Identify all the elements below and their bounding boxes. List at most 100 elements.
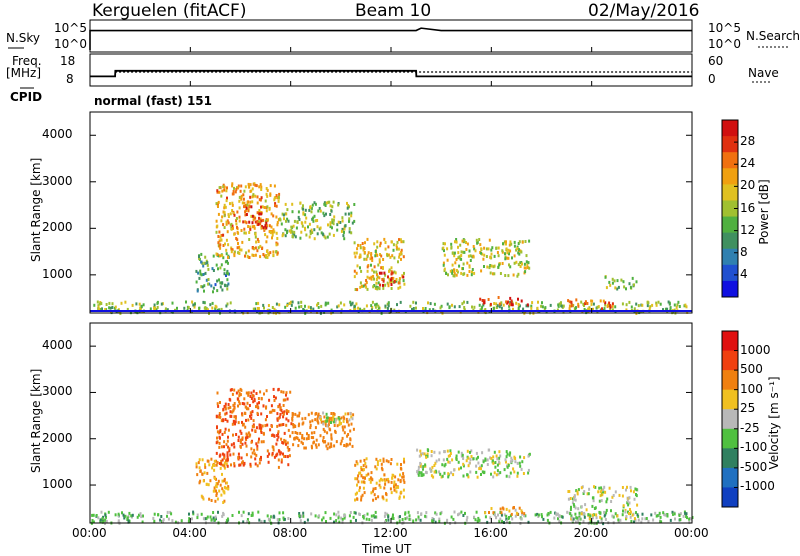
- velocity-cell-8: [630, 489, 632, 493]
- power-cell-6: [382, 283, 384, 287]
- velocity-cell-6: [488, 448, 491, 452]
- velocity-cell-1: [222, 501, 225, 504]
- power-cell-0: [409, 304, 412, 308]
- velocity-cell-6: [492, 455, 495, 459]
- velocity-cell-6: [484, 457, 487, 461]
- velocity-cell-8: [575, 516, 578, 520]
- velocity-cell-3: [322, 436, 325, 439]
- velocity-cell-6: [446, 457, 449, 461]
- power-cell-0: [508, 304, 511, 308]
- velocity-cell-5: [369, 480, 372, 484]
- power-cell-4: [308, 235, 311, 239]
- velocity-cell-5: [372, 498, 375, 502]
- power-cell-5: [376, 253, 379, 257]
- power-cell-6: [390, 276, 393, 280]
- velocity-cell-2: [286, 445, 289, 449]
- velocity-cell-2: [228, 449, 231, 453]
- velocity-cell-3: [304, 446, 307, 450]
- velocity-cell-0: [310, 512, 313, 516]
- velocity-cell-2: [250, 397, 253, 400]
- power-cell-5: [357, 243, 359, 247]
- velocity-cell-5: [364, 462, 367, 465]
- velocity-cell-2: [219, 415, 222, 419]
- power-cell-2: [220, 219, 223, 223]
- velocity-cell-6: [453, 468, 456, 472]
- power-cell-4: [299, 201, 302, 205]
- velocity-cell-8: [570, 505, 572, 509]
- power-cell-2: [218, 186, 221, 190]
- velocity-cell-8: [626, 499, 629, 503]
- power-cell-1: [202, 264, 205, 268]
- power-cell-7: [513, 254, 516, 258]
- power-cell-0: [193, 305, 196, 309]
- power-colorbar-swatch: [722, 232, 738, 250]
- velocity-cell-0: [629, 515, 632, 519]
- velocity-cell-1: [217, 479, 220, 483]
- velocity-cell-0: [679, 518, 682, 522]
- power-cell-2: [217, 205, 219, 208]
- power-colorbar-swatch: [722, 200, 738, 218]
- power-colorbar-tick-label: 16: [740, 200, 756, 215]
- velocity-cell-6: [422, 467, 424, 471]
- velocity-cell-0: [478, 518, 481, 522]
- velocity-cell-5: [397, 485, 400, 489]
- power-cell-1: [217, 254, 220, 258]
- velocity-cell-2: [281, 411, 284, 415]
- velocity-cell-2: [252, 419, 255, 423]
- power-cell-5: [383, 237, 386, 241]
- velocity-cell-6: [417, 465, 420, 469]
- velocity-cell-7: [501, 506, 504, 510]
- power-cell-5: [365, 281, 368, 285]
- velocity-cell-3: [294, 425, 297, 428]
- power-cell-2: [230, 227, 233, 231]
- velocity-cell-2: [283, 410, 286, 414]
- velocity-cell-0: [107, 510, 110, 514]
- velocity-cell-0: [300, 514, 303, 518]
- velocity-cell-2: [245, 444, 248, 448]
- power-cell-6: [383, 271, 386, 275]
- velocity-cell-0: [452, 517, 455, 521]
- power-cell-2: [240, 184, 243, 188]
- velocity-cell-2: [250, 416, 253, 420]
- power-cell-4: [326, 235, 329, 239]
- power-cell-9: [570, 300, 573, 304]
- power-cell-7: [463, 250, 466, 254]
- power-cell-4: [312, 219, 315, 223]
- velocity-cell-0: [363, 514, 366, 517]
- velocity-cell-3: [328, 419, 331, 423]
- velocity-cell-2: [276, 424, 279, 428]
- velocity-cell-3: [309, 426, 312, 430]
- power-ytick-label: 4000: [42, 127, 73, 142]
- power-cell-1: [224, 260, 227, 264]
- velocity-cell-2: [278, 415, 281, 419]
- velocity-cell-6: [470, 455, 473, 458]
- velocity-cell-3: [311, 446, 313, 450]
- velocity-cell-2: [237, 389, 240, 393]
- velocity-cell-8: [635, 511, 637, 515]
- power-ytick-label: 3000: [42, 173, 73, 188]
- power-cell-7: [488, 266, 491, 270]
- velocity-cell-2: [252, 400, 255, 404]
- power-cell-2: [254, 183, 257, 187]
- power-cell-2: [230, 250, 233, 254]
- power-cell-0: [448, 306, 451, 310]
- power-cell-7: [457, 256, 460, 260]
- power-cell-0: [588, 308, 591, 311]
- velocity-cell-2: [227, 445, 230, 449]
- velocity-cell-0: [637, 514, 640, 518]
- velocity-cell-3: [304, 416, 307, 420]
- power-cell-5: [369, 257, 372, 261]
- power-cell-6: [387, 275, 389, 279]
- velocity-cell-3: [330, 437, 333, 441]
- power-cell-4: [286, 217, 289, 221]
- power-cell-5: [360, 284, 363, 288]
- power-cell-2: [268, 224, 271, 228]
- power-cell-2: [219, 246, 222, 250]
- power-cell-2: [260, 185, 263, 189]
- velocity-cell-2: [256, 447, 259, 451]
- power-colorbar-tick-label: 20: [740, 178, 756, 193]
- velocity-cell-2: [257, 397, 260, 400]
- velocity-cell-6: [416, 471, 419, 475]
- velocity-cell-3: [305, 437, 308, 441]
- velocity-cell-2: [227, 403, 230, 406]
